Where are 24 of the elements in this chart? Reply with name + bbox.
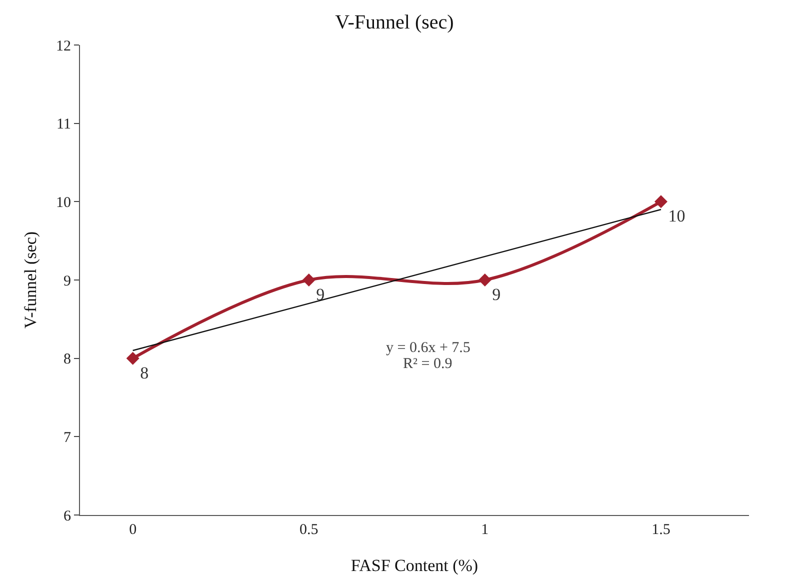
x-tick-label: 0.5 (299, 522, 318, 538)
chart-title: V-Funnel (sec) (335, 11, 454, 34)
y-tick-label: 7 (64, 430, 72, 446)
x-axis-title: FASF Content (%) (350, 556, 478, 575)
annotation: y = 0.6x + 7.5 (386, 340, 470, 356)
x-tick-label: 1 (481, 522, 489, 538)
data-label: 8 (140, 363, 149, 382)
y-tick-label: 10 (56, 194, 71, 211)
point (126, 352, 140, 365)
y-tick-label: 11 (56, 116, 71, 133)
y-tick-label: 12 (56, 38, 71, 54)
data-label: 10 (668, 206, 686, 226)
y-axis-title: V-funnel (sec) (21, 231, 40, 329)
point (478, 274, 492, 286)
point (302, 274, 316, 286)
point (654, 195, 668, 208)
x-tick-label: 1.5 (652, 522, 670, 538)
annotation: R² = 0.9 (403, 356, 452, 372)
data-label: 9 (316, 285, 325, 304)
data-label: 9 (492, 285, 501, 304)
y-tick-label: 6 (64, 508, 72, 524)
x-tick-label: 0 (129, 522, 137, 538)
y-tick-label: 9 (64, 273, 71, 290)
y-tick-label: 8 (64, 352, 71, 368)
